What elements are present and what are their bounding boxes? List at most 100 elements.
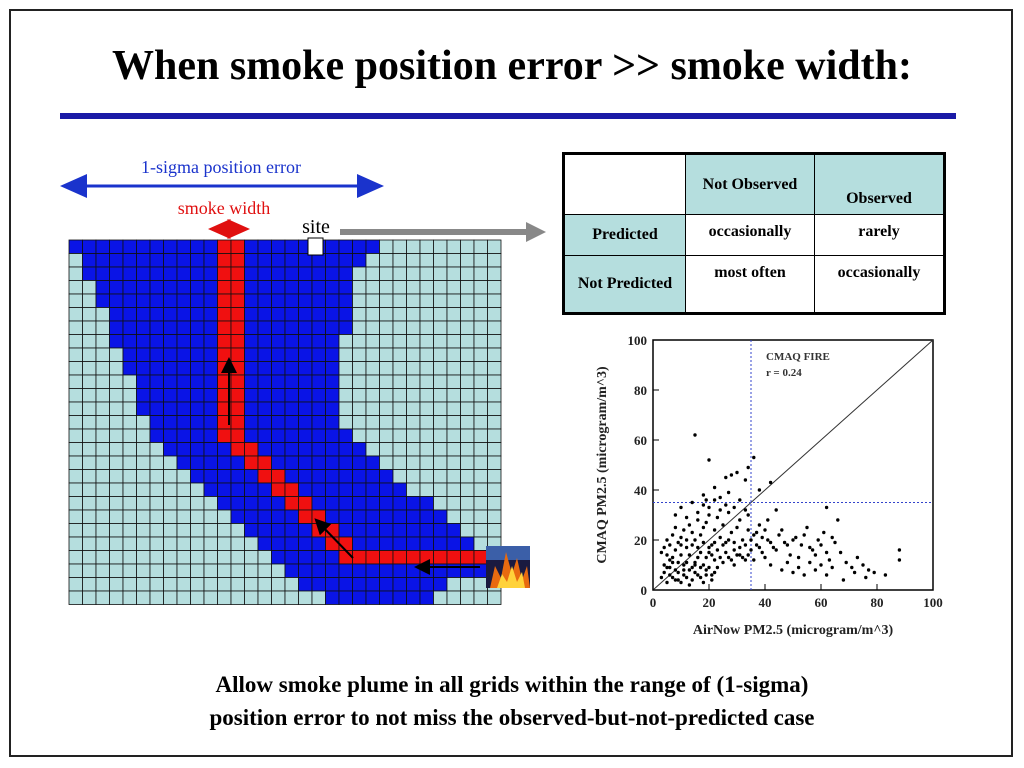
data-point: [746, 465, 750, 470]
data-point: [724, 550, 728, 555]
data-point: [757, 545, 762, 550]
data-point: [788, 553, 792, 557]
matrix-cell: occasionally: [685, 214, 815, 256]
data-point: [897, 558, 902, 562]
data-point: [696, 555, 700, 560]
data-point: [682, 573, 686, 577]
data-point: [794, 535, 798, 540]
data-point: [715, 548, 720, 552]
data-point: [718, 508, 722, 512]
data-point: [729, 558, 734, 562]
data-point: [693, 560, 697, 565]
data-point: [813, 568, 818, 572]
data-point: [732, 505, 736, 510]
data-point: [791, 538, 795, 542]
data-point: [729, 530, 734, 535]
data-point: [696, 545, 700, 550]
y-tick-label: 100: [628, 333, 648, 348]
data-point: [841, 578, 846, 582]
data-point: [830, 535, 834, 540]
data-point: [707, 550, 711, 555]
y-tick-label: 20: [634, 533, 647, 548]
data-point: [721, 560, 725, 565]
x-tick-label: 100: [923, 595, 943, 610]
slide-frame: [9, 9, 1013, 757]
data-point: [729, 473, 734, 477]
data-point: [712, 498, 717, 502]
data-point: [659, 550, 664, 555]
data-point: [757, 523, 762, 527]
data-point: [805, 525, 809, 530]
data-point: [698, 575, 703, 580]
data-point: [791, 570, 795, 575]
data-point: [822, 530, 826, 535]
data-point: [732, 540, 736, 545]
y-tick-label: 0: [641, 583, 648, 598]
data-point: [743, 478, 748, 482]
data-point: [662, 563, 666, 567]
caption-line-1: Allow smoke plume in all grids within th…: [215, 672, 809, 697]
y-tick-label: 60: [634, 433, 647, 448]
data-point: [682, 563, 686, 567]
data-point: [670, 575, 675, 580]
data-point: [760, 550, 764, 555]
data-point: [687, 568, 692, 572]
data-point: [687, 523, 692, 527]
data-point: [665, 538, 669, 542]
data-point: [673, 568, 678, 572]
data-point: [701, 525, 706, 530]
data-point: [735, 553, 739, 557]
data-point: [749, 548, 753, 552]
data-point: [701, 493, 706, 497]
data-point: [726, 510, 731, 515]
data-point: [827, 558, 832, 562]
data-point: [816, 538, 820, 542]
data-point: [665, 580, 669, 585]
data-point: [670, 560, 675, 565]
data-point: [679, 553, 683, 557]
data-point: [813, 553, 818, 557]
data-point: [768, 480, 773, 485]
data-point: [690, 543, 694, 547]
data-point: [693, 538, 697, 542]
data-point: [676, 570, 680, 575]
data-point: [883, 573, 888, 577]
data-point: [668, 558, 672, 562]
data-point: [687, 553, 692, 557]
scatter-chart: 0 20 40 60 80 100 0 20 40 60 80 100 CMAQ FIRE r = 0…: [595, 333, 943, 638]
data-point: [796, 565, 801, 570]
data-point: [712, 540, 717, 545]
data-point: [754, 530, 759, 535]
data-point: [833, 540, 837, 545]
data-point: [715, 565, 720, 570]
data-point: [763, 528, 767, 532]
data-point: [824, 505, 829, 510]
data-point: [721, 543, 725, 547]
data-point: [850, 565, 854, 570]
data-point: [710, 553, 714, 557]
data-point: [707, 513, 711, 517]
data-point: [701, 540, 706, 545]
data-point: [690, 530, 694, 535]
data-point: [710, 578, 714, 582]
data-point: [766, 518, 770, 522]
data-point: [743, 508, 748, 512]
data-point: [715, 515, 720, 520]
data-point: [836, 518, 840, 522]
data-point: [690, 500, 694, 505]
data-point: [735, 470, 739, 475]
data-point: [861, 563, 865, 567]
data-point: [679, 580, 683, 585]
data-point: [710, 543, 714, 547]
data-point: [662, 545, 666, 550]
data-point: [670, 533, 675, 537]
data-point: [810, 548, 815, 552]
data-point: [766, 538, 770, 542]
data-point: [693, 563, 697, 567]
data-point: [780, 568, 784, 572]
row-header-predicted: Predicted: [563, 214, 686, 256]
data-point: [698, 550, 703, 555]
data-point: [662, 570, 666, 575]
data-point: [855, 555, 860, 560]
data-point: [866, 568, 871, 572]
